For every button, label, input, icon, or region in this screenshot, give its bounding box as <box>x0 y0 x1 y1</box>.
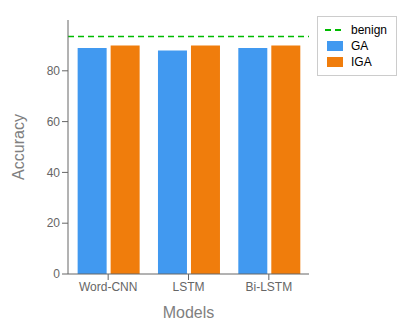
svg-text:60: 60 <box>47 115 61 129</box>
svg-text:40: 40 <box>47 166 61 180</box>
html-text:benign: benign <box>351 23 387 37</box>
svg-text:Word-CNN: Word-CNN <box>79 280 137 294</box>
svg-text:Accuracy: Accuracy <box>10 114 27 180</box>
svg-text:LSTM: LSTM <box>172 280 204 294</box>
svg-text:Bi-LSTM: Bi-LSTM <box>245 280 292 294</box>
html-text:IGA: IGA <box>351 55 372 69</box>
svg-text:20: 20 <box>47 216 61 230</box>
html-text:GA: GA <box>351 39 369 53</box>
svg-text:0: 0 <box>53 267 60 281</box>
svg-text:Models: Models <box>163 304 215 321</box>
svg-text:80: 80 <box>47 64 61 78</box>
